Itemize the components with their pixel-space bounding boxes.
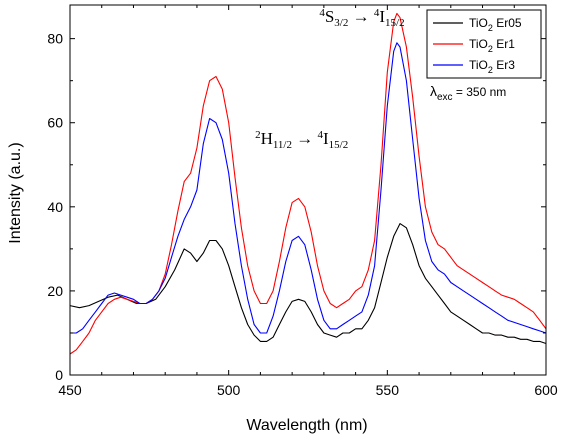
y-axis-label: Intensity (a.u.) bbox=[7, 142, 24, 243]
y-axis: 0 20 40 60 80 bbox=[47, 31, 546, 383]
y-tick-label: 0 bbox=[55, 367, 63, 383]
series-line-0 bbox=[69, 223, 547, 345]
transition-annotation-1: 2H11/2 → 4I15/2 bbox=[255, 129, 348, 151]
annotations: 4S3/2 → 4I15/2 2H11/2 → 4I15/2 bbox=[255, 7, 405, 151]
plot-frame bbox=[69, 4, 547, 376]
legend-label-1: TiO2 Er1 bbox=[469, 37, 515, 54]
plot-area bbox=[69, 4, 547, 376]
x-axis-label: Wavelength (nm) bbox=[246, 417, 367, 434]
y-tick-label: 20 bbox=[47, 283, 63, 299]
transition-annotation-0: 4S3/2 → 4I15/2 bbox=[319, 7, 404, 29]
x-tick-label: 600 bbox=[534, 382, 558, 398]
legend-label-2: TiO2 Er3 bbox=[469, 58, 515, 75]
legend: TiO2 Er05 TiO2 Er1 TiO2 Er3 bbox=[426, 9, 542, 79]
excitation-label: λexc = 350 nm bbox=[430, 83, 506, 103]
x-tick-label: 450 bbox=[58, 382, 82, 398]
y-tick-label: 60 bbox=[47, 115, 63, 131]
x-tick-label: 550 bbox=[376, 382, 400, 398]
x-tick-label: 500 bbox=[217, 382, 241, 398]
legend-label-0: TiO2 Er05 bbox=[469, 16, 522, 33]
excitation-note: λexc = 350 nm bbox=[430, 83, 506, 103]
y-tick-label: 40 bbox=[47, 199, 63, 215]
series-line-2 bbox=[70, 42, 547, 334]
x-axis: 450 500 550 600 bbox=[58, 5, 558, 398]
y-tick-label: 80 bbox=[47, 31, 63, 47]
